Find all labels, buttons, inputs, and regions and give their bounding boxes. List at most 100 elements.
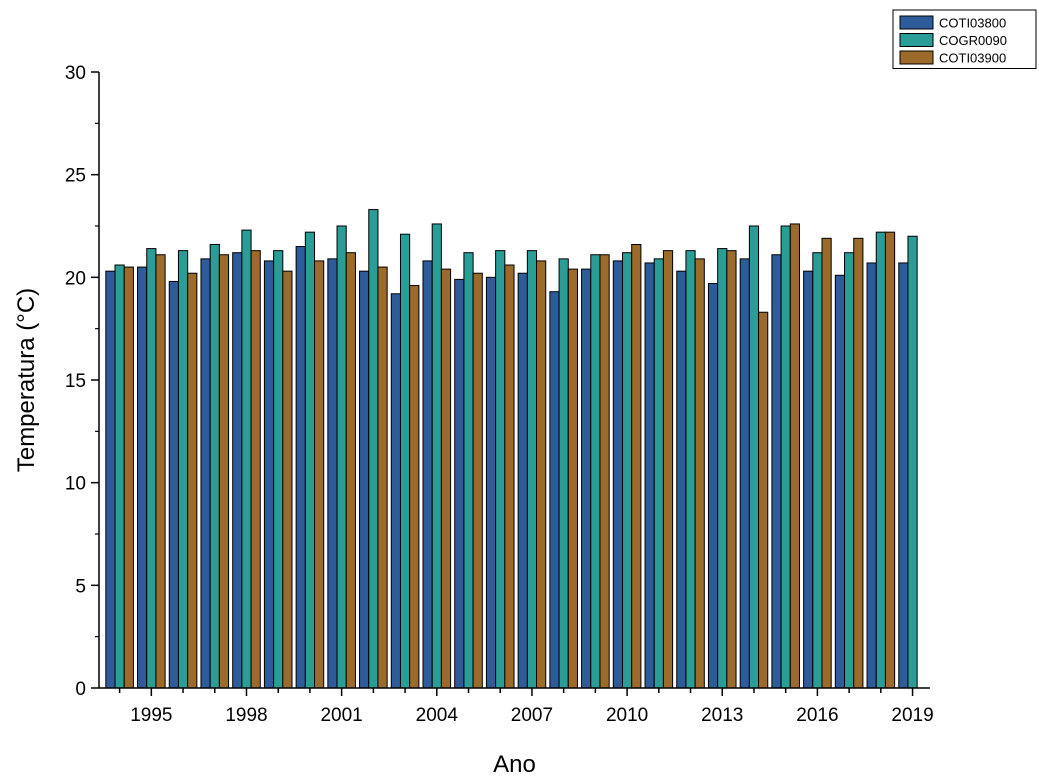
bar-COTI03900-1996	[187, 272, 198, 689]
bar-COTI03800-1994	[105, 270, 116, 689]
legend-swatch	[899, 15, 934, 30]
x-tick-label: 2010	[606, 705, 648, 726]
x-tick-label: 2001	[320, 705, 362, 726]
x-tick-label: 2016	[796, 705, 838, 726]
bar-COGR0090-2012	[685, 250, 696, 689]
bar-COTI03800-2017	[834, 274, 846, 689]
bar-COTI03900-2011	[662, 250, 674, 689]
bar-COTI03800-2010	[612, 260, 623, 689]
bar-COGR0090-2018	[875, 231, 886, 689]
bar-COTI03800-2001	[327, 258, 338, 689]
bar-COGR0090-2006	[495, 250, 506, 689]
bar-COGR0090-2013	[717, 248, 728, 689]
bar-COGR0090-2008	[558, 258, 569, 689]
x-ticks-group: 1995 1998 2001 2004 2007 2010 2013 2016 2019	[118, 688, 934, 726]
bar-COTI03900-2001	[345, 252, 356, 689]
bar-COTI03800-2004	[422, 260, 433, 689]
bar-COGR0090-2011	[653, 258, 664, 689]
bar-COTI03800-2016	[803, 270, 814, 689]
bar-COTI03900-2003	[409, 285, 420, 689]
legend-label: COGR0090	[939, 33, 1007, 48]
bar-COTI03800-1996	[168, 280, 179, 689]
bar-COTI03800-2014	[739, 258, 750, 689]
bar-COTI03800-2003	[390, 293, 401, 689]
bar-COTI03800-2019	[898, 262, 909, 689]
x-tick-label: 2007	[511, 705, 553, 726]
bar-COGR0090-2015	[780, 225, 791, 689]
x-tick-label: 1995	[130, 705, 172, 726]
bar-COTI03800-2012	[676, 270, 687, 689]
bar-COGR0090-2016	[812, 252, 823, 689]
bar-COTI03900-2014	[758, 311, 769, 689]
bar-COTI03900-2007	[536, 260, 547, 689]
bar-COGR0090-2019	[907, 235, 918, 689]
bar-COGR0090-2014	[748, 225, 760, 689]
bar-COTI03900-2018	[884, 231, 896, 689]
bar-COTI03900-2002	[377, 266, 388, 689]
legend-label: COTI03800	[939, 16, 1006, 31]
bar-COTI03900-2006	[504, 264, 515, 689]
bar-COGR0090-1995	[146, 248, 157, 689]
bar-COTI03900-2000	[314, 260, 325, 689]
bar-COTI03800-1998	[232, 252, 243, 689]
bar-COTI03900-2009	[599, 254, 610, 689]
bar-COTI03900-2010	[631, 243, 642, 689]
legend: COTI03800 COGR0090 COTI03900	[892, 9, 1037, 69]
bars-group	[105, 209, 918, 689]
bar-COGR0090-1998	[241, 229, 252, 689]
x-tick-label: 2013	[701, 705, 743, 726]
bar-COGR0090-2004	[431, 223, 442, 689]
bar-COGR0090-2001	[336, 225, 347, 689]
bar-COTI03900-1995	[155, 254, 166, 689]
bar-COGR0090-2010	[621, 252, 633, 689]
bar-COGR0090-1996	[177, 250, 189, 689]
legend-swatch	[899, 50, 934, 65]
bar-COGR0090-2009	[590, 254, 601, 689]
bar-COTI03900-1998	[250, 250, 261, 689]
bar-COTI03800-2011	[644, 262, 655, 689]
y-tick-label: 10	[65, 474, 86, 495]
bar-COGR0090-2003	[399, 233, 411, 689]
bar-COTI03900-1997	[218, 254, 230, 689]
x-tick-label: 2019	[891, 705, 933, 726]
legend-label: COTI03900	[939, 51, 1006, 66]
bar-COTI03900-2016	[821, 237, 832, 689]
bar-COTI03800-2008	[549, 291, 560, 689]
bar-COGR0090-1994	[114, 264, 125, 689]
y-ticks-group: 0 5 10 15 20 25 30	[65, 63, 99, 700]
bar-COTI03800-1995	[137, 266, 148, 689]
bar-COTI03900-2005	[472, 272, 483, 689]
bar-COGR0090-1997	[209, 243, 220, 689]
bar-COTI03800-2000	[295, 246, 306, 689]
bar-COGR0090-2002	[368, 209, 379, 689]
bar-COTI03900-2017	[853, 237, 864, 689]
bar-COGR0090-2007	[526, 250, 538, 689]
bar-COGR0090-2017	[844, 252, 855, 689]
bar-COTI03800-2007	[517, 272, 528, 689]
x-tick-label: 1998	[225, 705, 267, 726]
y-tick-label: 25	[65, 166, 86, 187]
y-tick-label: 5	[75, 576, 86, 597]
bar-COTI03800-2002	[359, 270, 370, 689]
bar-COTI03900-2015	[789, 223, 800, 689]
x-tick-label: 2004	[416, 705, 459, 726]
bar-COTI03900-2013	[726, 250, 737, 689]
bar-COTI03800-1999	[263, 260, 275, 689]
bar-COTI03800-2005	[454, 278, 465, 689]
bar-COGR0090-1999	[273, 250, 284, 689]
legend-swatch	[899, 33, 934, 47]
bar-COTI03800-1997	[200, 258, 211, 689]
bar-COTI03800-2015	[771, 254, 782, 689]
bar-COTI03800-2009	[581, 268, 592, 689]
bar-COTI03800-2006	[485, 276, 497, 689]
bar-COGR0090-2005	[463, 252, 474, 689]
bar-COTI03900-1994	[123, 266, 134, 689]
bar-COTI03900-2004	[440, 268, 452, 689]
bar-COTI03900-2012	[694, 258, 705, 689]
y-tick-label: 15	[65, 371, 86, 392]
x-axis-title: Ano	[493, 751, 536, 778]
bar-COTI03800-2018	[866, 262, 877, 689]
bar-COTI03900-2008	[567, 268, 578, 689]
y-tick-label: 30	[65, 63, 86, 84]
